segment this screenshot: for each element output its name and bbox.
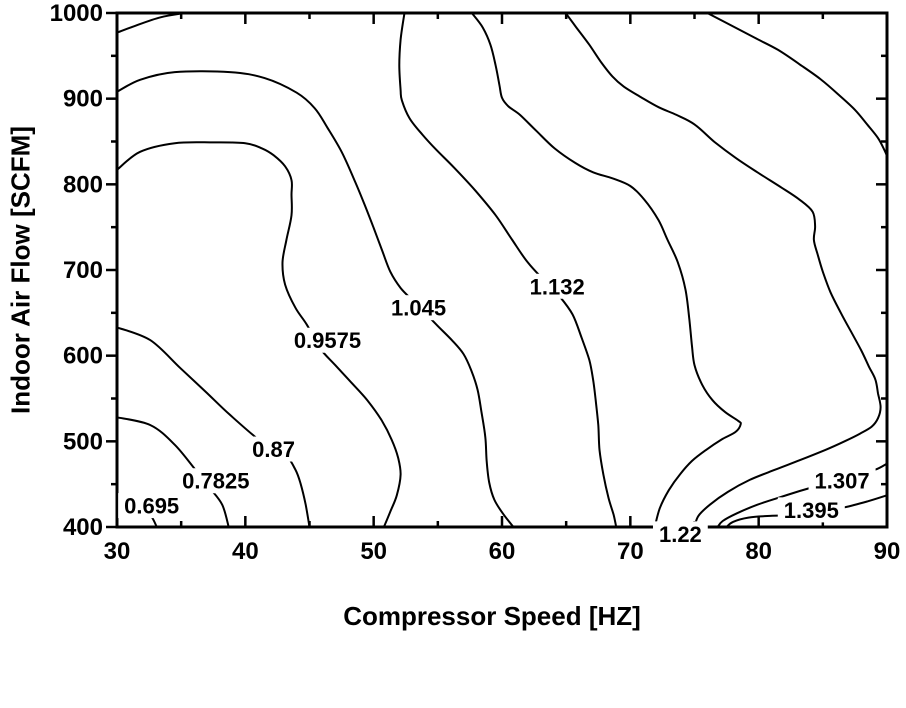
x-tick-label: 70	[617, 538, 644, 565]
x-tick-label: 60	[489, 538, 516, 565]
contour-line-1.132	[398, 12, 618, 528]
y-tick-label: 800	[63, 171, 103, 198]
contour-line-0.9575	[116, 141, 402, 528]
contour-label: 1.132	[530, 274, 585, 299]
contour-label-mask	[176, 468, 256, 494]
y-tick-label: 700	[63, 257, 103, 284]
y-tick-label: 1000	[50, 0, 103, 27]
contour-label: 1.395	[784, 498, 839, 523]
x-tick-label: 30	[104, 538, 131, 565]
x-tick-label: 40	[232, 538, 259, 565]
plot-frame	[115, 11, 889, 529]
contour-line-1.132	[116, 12, 186, 34]
contour-label-mask	[652, 521, 708, 547]
y-tick-label: 600	[63, 343, 103, 370]
contour-line-1.045	[116, 70, 515, 528]
contour-line-1.395	[706, 12, 888, 158]
contour-label: 0.7825	[182, 469, 249, 494]
contour-label: 0.87	[252, 437, 295, 462]
contour-label: 1.307	[815, 469, 870, 494]
contour-line-1.22	[471, 12, 742, 528]
x-tick-label: 50	[360, 538, 387, 565]
y-axis-title: Indoor Air Flow [SCFM]	[5, 126, 36, 414]
contour-label: 1.045	[391, 296, 446, 321]
contour-line-1.307	[565, 12, 882, 528]
contour-label-mask	[118, 493, 186, 519]
contour-label-mask	[385, 295, 453, 321]
contour-label-mask	[246, 436, 301, 462]
x-axis-title: Compressor Speed [HZ]	[343, 601, 641, 631]
contour-label-mask	[523, 273, 591, 299]
contour-label: 0.9575	[294, 328, 361, 353]
x-tick-label: 90	[874, 538, 901, 565]
contour-label: 0.695	[124, 494, 179, 519]
y-tick-label: 900	[63, 86, 103, 113]
contour-label-mask	[777, 497, 845, 523]
contour-label-mask	[287, 327, 368, 353]
y-tick-label: 500	[63, 428, 103, 455]
y-tick-label: 400	[63, 514, 103, 541]
contour-label: 1.22	[659, 522, 702, 547]
contour-label-mask	[808, 468, 876, 494]
x-tick-label: 80	[745, 538, 772, 565]
